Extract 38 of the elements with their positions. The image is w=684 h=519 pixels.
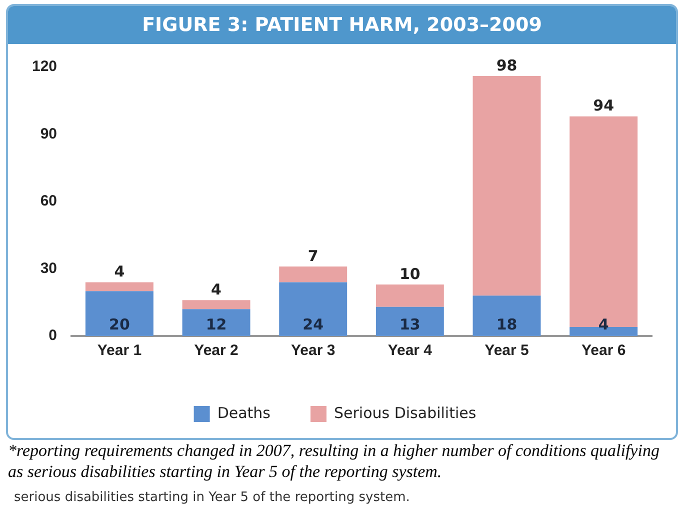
bar <box>570 116 638 328</box>
bar <box>376 306 444 336</box>
bar <box>279 266 348 282</box>
bar <box>279 282 348 336</box>
data-label: 12 <box>206 315 227 334</box>
data-label: 98 <box>496 56 518 74</box>
bar <box>472 76 541 296</box>
y-tick-label: 120 <box>32 58 58 76</box>
x-tick-label: Year 3 <box>290 342 336 360</box>
data-label: 24 <box>302 315 324 334</box>
data-label: 7 <box>308 246 318 265</box>
text: *reporting requirements changed in 2007, resulting in a higher number of conditions qualifying as serious disabilities starting in Year 5 of the reporting system. <box>8 440 660 482</box>
x-tick-label: Year 4 <box>388 342 433 360</box>
chart-title: FIGURE 3: PATIENT HARM, 2003–2009 <box>8 6 676 44</box>
bar <box>85 291 154 336</box>
data-label: 4 <box>211 280 222 299</box>
y-tick-label: 60 <box>40 192 58 210</box>
legend-label: Serious Disabilities <box>334 404 476 422</box>
data-label: 13 <box>399 315 420 334</box>
legend-label: Deaths <box>217 404 271 422</box>
x-tick-label: Year 1 <box>97 342 142 360</box>
bar <box>182 309 250 336</box>
x-tick-label: Year 6 <box>581 342 626 360</box>
data-label: 94 <box>593 96 614 115</box>
text: serious disabilities starting in Year 5 of the reporting system. <box>14 490 410 505</box>
data-label: 20 <box>109 315 130 334</box>
data-label: 10 <box>399 264 420 283</box>
bar <box>85 282 154 292</box>
y-tick-label: 90 <box>40 125 58 142</box>
y-tick-label: 30 <box>40 260 58 277</box>
x-tick-label: Year 2 <box>194 342 238 360</box>
data-label: 18 <box>496 315 518 334</box>
x-tick-label: Year 5 <box>484 342 529 360</box>
bar <box>472 296 541 336</box>
data-label: 4 <box>114 262 125 281</box>
bar <box>376 284 444 307</box>
y-tick-label: 0 <box>48 327 58 344</box>
bar <box>182 300 250 310</box>
